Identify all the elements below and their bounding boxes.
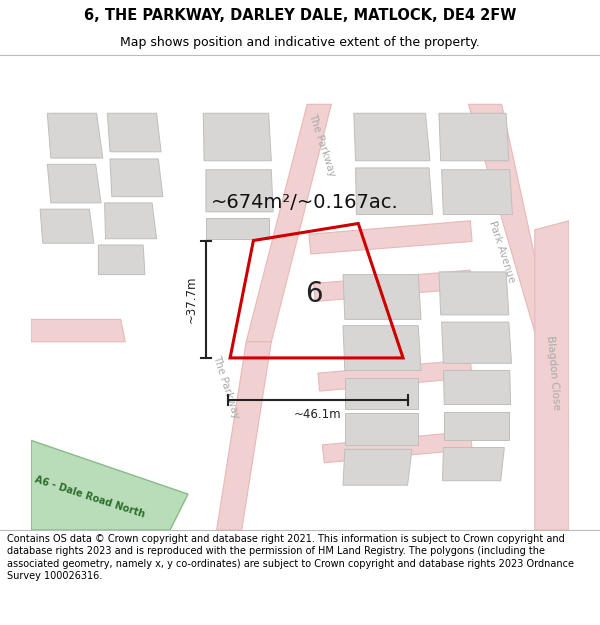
Polygon shape	[439, 113, 509, 161]
Text: ~674m²/~0.167ac.: ~674m²/~0.167ac.	[211, 193, 398, 213]
Polygon shape	[443, 371, 511, 404]
Polygon shape	[469, 104, 569, 449]
Text: A6 - Dale Road North: A6 - Dale Road North	[33, 474, 146, 519]
Polygon shape	[318, 360, 472, 391]
Polygon shape	[107, 113, 161, 152]
Text: Contains OS data © Crown copyright and database right 2021. This information is : Contains OS data © Crown copyright and d…	[7, 534, 574, 581]
Polygon shape	[356, 168, 433, 214]
Polygon shape	[442, 170, 512, 214]
Text: The Parkway: The Parkway	[212, 354, 241, 419]
Text: ~46.1m: ~46.1m	[294, 408, 342, 421]
Polygon shape	[345, 414, 418, 445]
Polygon shape	[47, 164, 101, 203]
Polygon shape	[40, 209, 94, 243]
Polygon shape	[313, 270, 472, 301]
Polygon shape	[309, 221, 472, 254]
Polygon shape	[535, 221, 569, 530]
Text: The Parkway: The Parkway	[307, 112, 337, 178]
Polygon shape	[443, 448, 505, 481]
Polygon shape	[322, 431, 472, 462]
Polygon shape	[246, 104, 331, 342]
Polygon shape	[217, 342, 271, 530]
Polygon shape	[439, 272, 509, 315]
Polygon shape	[110, 159, 163, 197]
Text: Blagdon Close: Blagdon Close	[545, 336, 562, 411]
Polygon shape	[203, 113, 271, 161]
Text: ~37.7m: ~37.7m	[185, 276, 198, 323]
Polygon shape	[444, 412, 509, 441]
Polygon shape	[98, 245, 145, 274]
Polygon shape	[104, 203, 157, 239]
Polygon shape	[345, 378, 418, 409]
Polygon shape	[442, 322, 512, 363]
Polygon shape	[354, 113, 430, 161]
Text: Park Avenue: Park Avenue	[487, 220, 517, 284]
Polygon shape	[343, 274, 421, 319]
Text: Map shows position and indicative extent of the property.: Map shows position and indicative extent…	[120, 36, 480, 49]
Polygon shape	[343, 326, 421, 371]
Polygon shape	[31, 441, 188, 530]
Text: 6, THE PARKWAY, DARLEY DALE, MATLOCK, DE4 2FW: 6, THE PARKWAY, DARLEY DALE, MATLOCK, DE…	[84, 8, 516, 23]
Polygon shape	[206, 218, 269, 239]
Polygon shape	[206, 170, 273, 212]
Text: 6: 6	[305, 280, 322, 308]
Polygon shape	[47, 113, 103, 158]
Polygon shape	[31, 319, 125, 342]
Polygon shape	[343, 449, 412, 485]
